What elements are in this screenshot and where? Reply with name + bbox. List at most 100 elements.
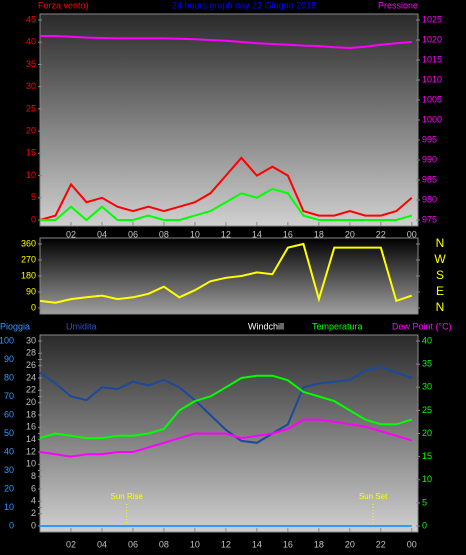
y2-tick-label: 980 [422,194,437,204]
plot-area [39,237,419,315]
y3-tick-label: 28 [26,348,36,358]
y-tick-label: 25 [26,103,36,113]
y-tick-label: 100 [0,335,14,345]
y2-tick-label: 5 [422,497,427,507]
annotation: Sun Set [359,492,388,501]
y3-tick-label: 14 [26,434,36,444]
y2-tick-label: 10 [422,474,432,484]
y-tick-label: 50 [4,428,14,438]
y-tick-label: 10 [26,170,36,180]
series-line [39,374,413,440]
y2-tick-label: 40 [422,335,432,345]
x-tick-label: 20 [345,229,355,239]
x-tick-label: 00 [407,229,417,239]
plot-area [39,13,419,227]
y2-tick-label: 0 [422,520,427,530]
y3-tick-label: 30 [26,335,36,345]
legend-label: Pioggia [0,321,30,331]
x-tick-label: 22 [376,229,386,239]
y3-tick-label: 10 [26,459,36,469]
series-line [39,242,413,304]
y-tick-label: 60 [4,409,14,419]
y-tick-label: 45 [26,14,36,24]
y3-tick-label: 12 [26,446,36,456]
y2-tick-label: W [434,252,446,266]
series-line [39,418,413,458]
series-line [39,365,413,444]
series-line [39,156,413,221]
x-tick-label: 18 [314,539,324,549]
y2-tick-label: 995 [422,134,437,144]
y3-tick-label: 2 [31,508,36,518]
annotation: Sun Rise [111,492,144,501]
x-tick-label: 02 [66,539,76,549]
x-tick-label: 14 [252,539,262,549]
y2-tick-label: N [436,300,445,314]
x-tick-label: 02 [66,229,76,239]
y2-tick-label: S [436,268,444,282]
x-tick-label: 22 [376,539,386,549]
y2-tick-label: 985 [422,174,437,184]
x-tick-label: 08 [159,229,169,239]
y2-tick-label: 1025 [422,14,442,24]
y-tick-label: 40 [26,37,36,47]
y-tick-label: 20 [4,483,14,493]
y2-tick-label: E [436,284,444,298]
legend-label: Dew Point (°C) [392,321,452,331]
y2-tick-label: 1015 [422,54,442,64]
series-line [40,187,413,222]
y2-tick-label: 990 [422,154,437,164]
y3-tick-label: 4 [31,496,36,506]
x-tick-label: 20 [345,539,355,549]
y3-tick-label: 20 [26,397,36,407]
y2-axis-label: Pressione [378,0,418,10]
y3-tick-label: 18 [26,409,36,419]
y2-tick-label: 30 [422,382,432,392]
x-tick-label: 12 [221,229,231,239]
x-tick-label: 16 [283,229,293,239]
y2-tick-label: 1020 [422,34,442,44]
x-tick-label: 04 [97,539,107,549]
y3-tick-label: 16 [26,422,36,432]
y-tick-label: 180 [21,270,36,280]
y2-tick-label: 1010 [422,74,442,84]
x-tick-label: 10 [190,539,200,549]
y-tick-label: 70 [4,391,14,401]
y-tick-label: 35 [26,59,36,69]
y-tick-label: 15 [26,148,36,158]
y-tick-label: 40 [4,446,14,456]
y-tick-label: 0 [9,520,14,530]
y-tick-label: 360 [21,238,36,248]
x-tick-label: 00 [407,539,417,549]
y3-tick-label: 22 [26,385,36,395]
legend-label: Windchill [248,321,284,331]
x-tick-label: 16 [283,539,293,549]
y-tick-label: 90 [26,286,36,296]
x-tick-label: 06 [128,539,138,549]
x-tick-label: 10 [190,229,200,239]
y2-tick-label: 15 [422,451,432,461]
series-line [40,35,412,50]
y2-tick-label: 25 [422,405,432,415]
y2-tick-label: 20 [422,428,432,438]
y3-tick-label: 0 [31,520,36,530]
y-tick-label: 30 [4,465,14,475]
y-tick-label: 20 [26,125,36,135]
y2-tick-label: 1005 [422,94,442,104]
y2-tick-label: 975 [422,214,437,224]
y-tick-label: 90 [4,354,14,364]
x-tick-label: 06 [128,229,138,239]
y-tick-label: 30 [26,81,36,91]
y2-tick-label: 35 [422,359,432,369]
x-tick-label: 04 [97,229,107,239]
x-tick-label: 14 [252,229,262,239]
y-axis-label: Forza vento) [38,0,89,10]
legend-label: Umidita [66,321,97,331]
y-tick-label: 0 [31,214,36,224]
legend-label: Temperatura [312,321,363,331]
y3-tick-label: 6 [31,483,36,493]
y-tick-label: 10 [4,502,14,512]
chart-title: 24 hours graph day 23 Giugno 2018 [172,0,316,10]
